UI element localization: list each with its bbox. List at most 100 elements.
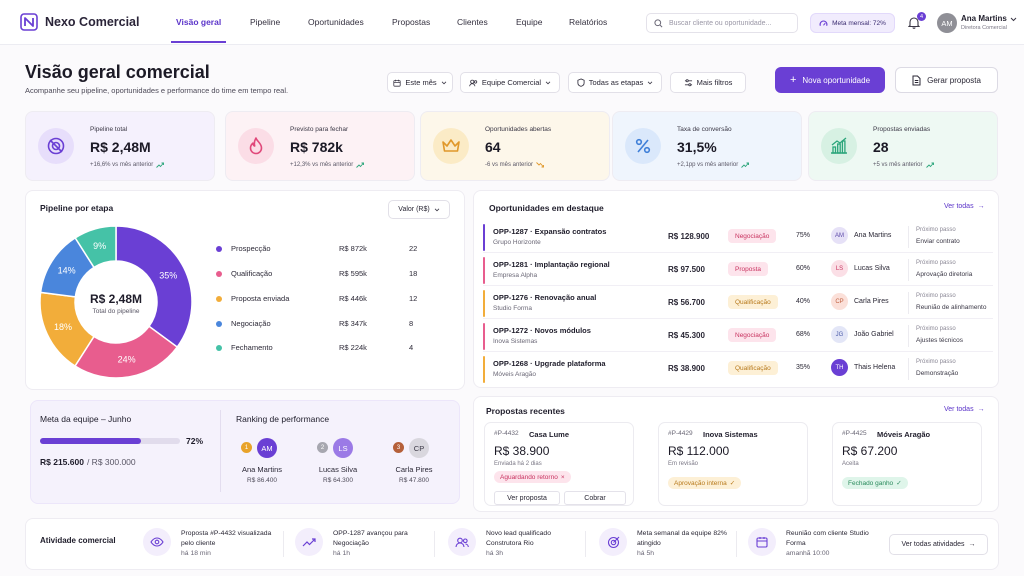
view-all-activities-button[interactable]: Ver todas atividades → xyxy=(889,534,988,555)
next-step-value: Aprovação diretoria xyxy=(916,271,973,278)
ranking-name: Ana Martins xyxy=(241,465,283,474)
x-icon: × xyxy=(560,473,565,481)
tab-propostas[interactable]: Propostas xyxy=(392,17,431,27)
opportunity-row[interactable]: OPP-1281 · Implantação regional Empresa … xyxy=(483,255,993,286)
tab-visao-geral[interactable]: Visão geral xyxy=(176,17,222,27)
activity-panel xyxy=(25,518,999,570)
view-all-label: Ver todas xyxy=(944,406,974,413)
donut-slice-label-4: 9% xyxy=(93,241,106,251)
opportunity-owner: Ana Martins xyxy=(854,232,892,239)
tab-equipe[interactable]: Equipe xyxy=(516,17,543,27)
search-input[interactable]: Buscar cliente ou oportunidade... xyxy=(646,13,798,33)
tab-oportunidades[interactable]: Oportunidades xyxy=(308,17,364,27)
activity-item[interactable]: Novo lead qualificado Construtora Rio há … xyxy=(448,528,578,559)
arrow-right-icon: → xyxy=(977,203,985,210)
kpi-value: 64 xyxy=(485,139,501,155)
kpi-icon-wrap xyxy=(38,128,74,164)
legend-count: 4 xyxy=(409,343,414,352)
kpi-card-open-opportunities[interactable]: Oportunidades abertas 64 -6 vs mês anter… xyxy=(420,111,610,181)
next-step-value: Demonstração xyxy=(916,370,959,377)
opportunity-probability: 60% xyxy=(796,265,811,272)
featured-view-all-link[interactable]: Ver todas → xyxy=(944,203,985,210)
filter-stages[interactable]: Todas as etapas xyxy=(568,72,662,93)
kpi-card-forecast[interactable]: Previsto para fechar R$ 782k +12,3% vs m… xyxy=(225,111,415,181)
legend-dot xyxy=(216,320,222,327)
tab-clientes[interactable]: Clientes xyxy=(457,17,488,27)
team-goal-amounts: R$ 215.600 / R$ 300.000 xyxy=(40,457,136,467)
opportunity-row[interactable]: OPP-1287 · Expansão contratos Grupo Hori… xyxy=(483,222,993,253)
user-name[interactable]: Ana Martins xyxy=(961,14,1007,23)
divider xyxy=(736,531,737,557)
bell-icon[interactable] xyxy=(908,16,920,29)
activity-icon-wrap xyxy=(448,528,476,556)
app-logo[interactable]: Nexo Comercial xyxy=(20,13,139,31)
generate-proposal-button[interactable]: Gerar proposta xyxy=(895,67,998,93)
avatar: CP xyxy=(409,438,429,458)
kpi-label: Propostas enviadas xyxy=(873,126,931,133)
opportunity-row[interactable]: OPP-1268 · Upgrade plataforma Móveis Ara… xyxy=(483,354,993,385)
search-icon xyxy=(654,18,663,27)
kpi-card-conversion-rate[interactable]: Taxa de conversão 31,5% +2,1pp vs mês an… xyxy=(612,111,802,181)
divider xyxy=(434,531,435,557)
opportunity-owner: Carla Pires xyxy=(854,298,889,305)
stage-color-bar xyxy=(483,224,485,251)
avatar: AM xyxy=(257,438,277,458)
more-filters-button[interactable]: Mais filtros xyxy=(670,72,746,93)
chevron-down-icon[interactable] xyxy=(1010,17,1017,22)
pipeline-metric-select[interactable]: Valor (R$) xyxy=(388,200,450,219)
kpi-card-pipeline-total[interactable]: Pipeline total R$ 2,48M +16,6% vs mês an… xyxy=(25,111,215,181)
new-opportunity-button[interactable]: + Nova oportunidade xyxy=(775,67,885,93)
tab-relatorios[interactable]: Relatórios xyxy=(569,17,608,27)
kpi-delta: +2,1pp vs mês anterior xyxy=(677,162,750,168)
activity-item[interactable]: Meta semanal da equipe 82% atingido há 5h xyxy=(599,528,729,559)
proposals-view-all-link[interactable]: Ver todas → xyxy=(944,406,985,413)
proposal-card[interactable]: #P-4425 Móveis Aragão R$ 67.200 Aceita F… xyxy=(832,422,982,506)
arrow-right-icon: → xyxy=(977,406,985,413)
kpi-icon-wrap xyxy=(433,128,469,164)
monthly-goal-badge[interactable]: Meta mensal: 72% xyxy=(810,13,895,33)
charge-button[interactable]: Cobrar xyxy=(564,491,626,505)
opportunity-company: Studio Forma xyxy=(493,305,533,312)
proposal-card[interactable]: #P-4429 Inova Sistemas R$ 112.000 Em rev… xyxy=(658,422,808,506)
opportunity-row[interactable]: OPP-1276 · Renovação anual Studio Forma … xyxy=(483,288,993,319)
opportunity-value: R$ 97.500 xyxy=(668,265,705,274)
divider xyxy=(908,226,909,248)
kpi-card-proposals-sent[interactable]: Propostas enviadas 28 +5 vs mês anterior xyxy=(808,111,998,181)
page-subtitle: Acompanhe seu pipeline, oportunidades e … xyxy=(25,86,289,95)
team-goal-current: R$ 215.600 xyxy=(40,457,84,467)
donut-slice-0[interactable] xyxy=(115,225,193,349)
opportunity-owner: Thais Helena xyxy=(854,364,896,371)
donut-slice-4[interactable] xyxy=(74,225,117,269)
kpi-label: Previsto para fechar xyxy=(290,126,349,133)
avatar[interactable]: AM xyxy=(937,13,957,33)
activity-item[interactable]: Proposta #P-4432 visualizada pelo client… xyxy=(143,528,277,559)
view-proposal-button[interactable]: Ver proposta xyxy=(494,491,560,505)
rank-badge: 1 xyxy=(241,442,252,453)
opportunity-title: OPP-1268 · Upgrade plataforma xyxy=(493,359,606,368)
team-goal-percent: 72% xyxy=(186,436,204,446)
activity-time: há 18 min xyxy=(181,550,211,557)
proposal-value: R$ 67.200 xyxy=(842,444,898,458)
opportunity-row[interactable]: OPP-1272 · Novos módulos Inova Sistemas … xyxy=(483,321,993,352)
filter-period[interactable]: Este mês xyxy=(387,72,453,93)
chevron-down-icon xyxy=(434,208,439,211)
proposal-client: Móveis Aragão xyxy=(877,430,931,439)
legend-label: Proposta enviada xyxy=(231,294,290,303)
team-goal-progress-track xyxy=(40,438,180,444)
opportunity-probability: 75% xyxy=(796,232,811,239)
activity-item[interactable]: OPP-1287 avançou para Negociação há 1h xyxy=(295,528,428,559)
legend-row: Prospecção R$ 872k 22 xyxy=(216,244,446,253)
activity-item[interactable]: Reunião com cliente Studio Forma amanhã 1… xyxy=(748,528,870,559)
avatar: LS xyxy=(333,438,353,458)
stage-badge: Qualificação xyxy=(728,361,778,375)
proposal-card[interactable]: #P-4432 Casa Lume R$ 38.900 Enviada há 2… xyxy=(484,422,634,506)
calendar-icon xyxy=(393,79,401,87)
activity-icon-wrap xyxy=(143,528,171,556)
next-step-label: Próximo passo xyxy=(916,293,956,299)
featured-title: Oportunidades em destaque xyxy=(489,203,604,213)
avatar: CP xyxy=(831,293,848,310)
proposal-id: #P-4429 xyxy=(668,430,693,437)
tab-pipeline[interactable]: Pipeline xyxy=(250,17,281,27)
filter-team[interactable]: Equipe Comercial xyxy=(460,72,560,93)
activity-text: Proposta #P-4432 visualizada pelo client… xyxy=(181,530,272,547)
